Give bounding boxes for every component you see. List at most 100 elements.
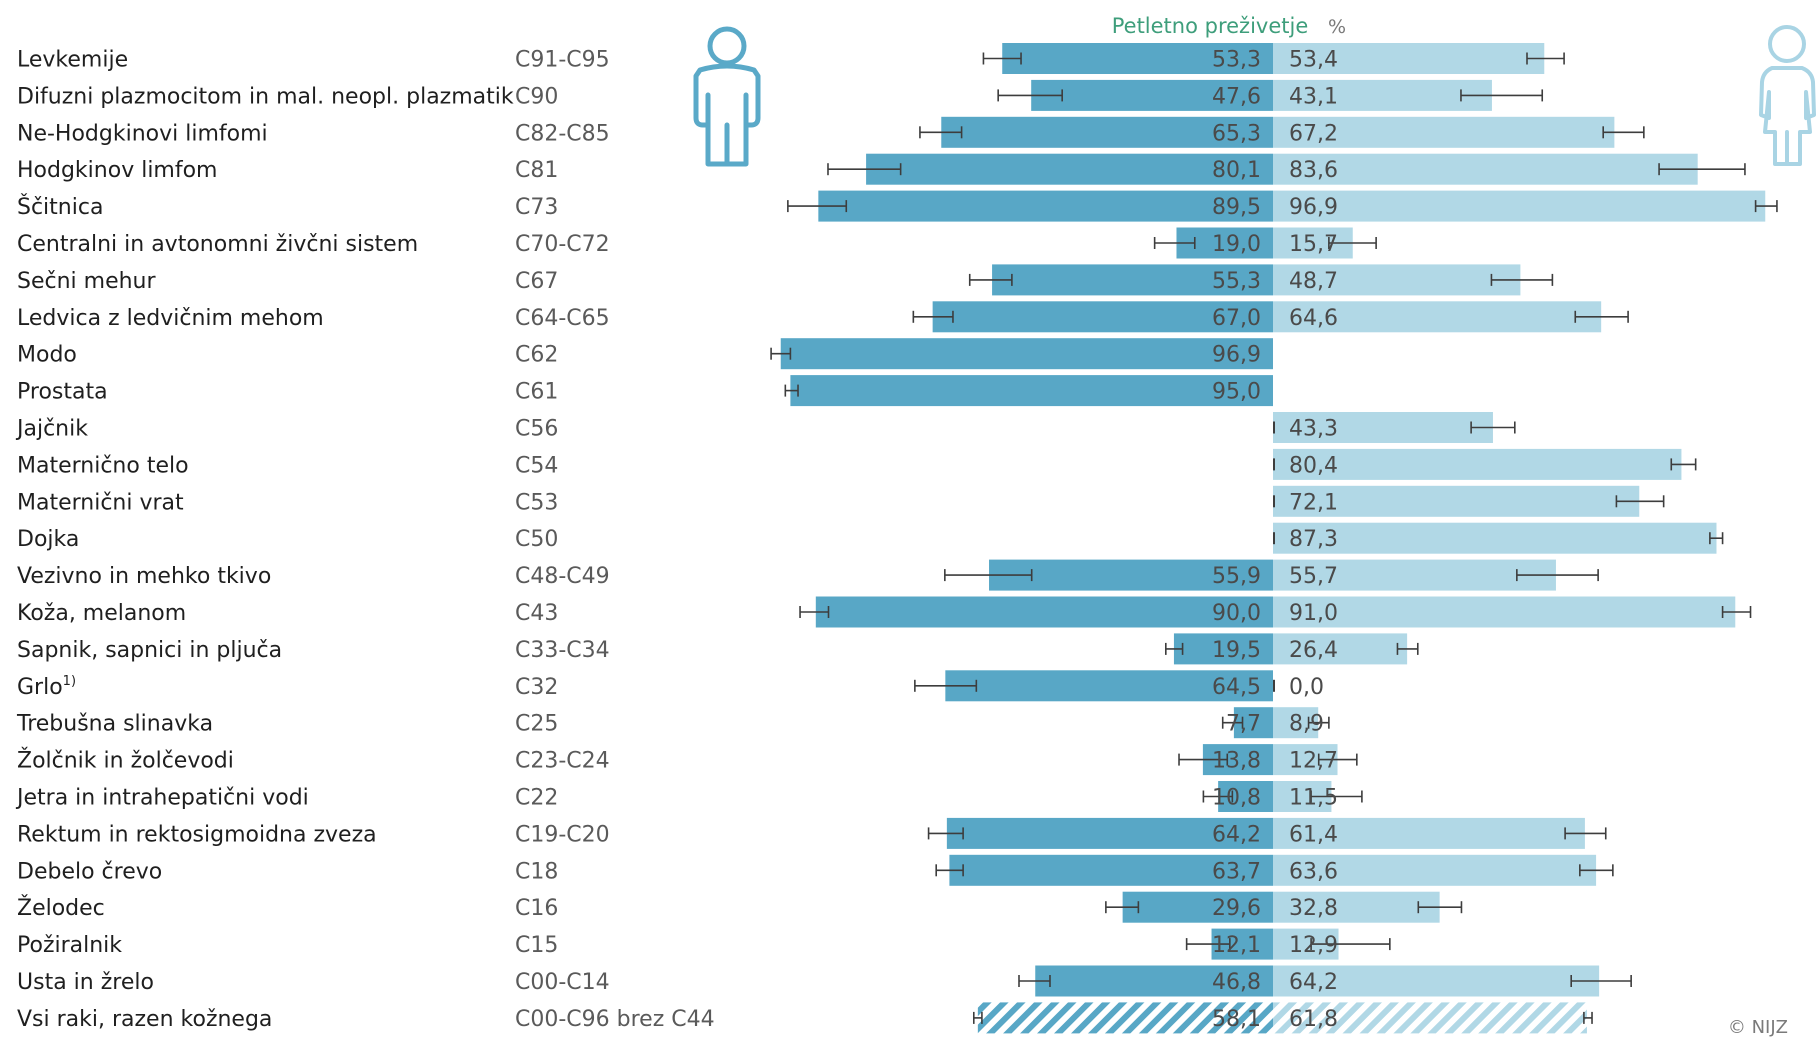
row-label: Požiralnik [17, 933, 122, 958]
female-bar [1273, 559, 1556, 591]
male-value-label: 12,1 [1212, 933, 1261, 958]
female-value-label: 11,5 [1289, 786, 1338, 811]
female-bar [1273, 190, 1766, 222]
female-bar [1273, 965, 1600, 997]
female-bar [1273, 412, 1493, 443]
male-bar [1173, 633, 1273, 665]
male-bar [790, 375, 1273, 407]
row-label: Vsi raki, razen kožnega [17, 1007, 272, 1032]
row-label: Ledvica z ledvičnim mehom [17, 306, 324, 331]
female-bar [1273, 153, 1698, 185]
female-value-label: 8,9 [1289, 712, 1324, 737]
female-bar [1273, 891, 1440, 923]
female-value-label: 26,4 [1289, 638, 1338, 663]
female-value-label: 91,0 [1289, 601, 1338, 626]
female-error-bar [1396, 642, 1419, 655]
male-value-label: 10,8 [1212, 786, 1261, 811]
row-code: C32 [515, 675, 558, 700]
female-bar [1273, 301, 1602, 333]
row-code: C70-C72 [515, 232, 610, 257]
female-error-bar [1574, 310, 1629, 323]
female-value-label: 0,0 [1289, 675, 1324, 700]
female-value-label: 67,2 [1289, 121, 1338, 146]
female-error-bar [1709, 532, 1724, 545]
female-value-label: 83,6 [1289, 158, 1338, 183]
male-error-bar [784, 384, 799, 397]
male-error-bar [1153, 237, 1196, 249]
male-bar [932, 301, 1273, 333]
row-label: Ne-Hodgkinovi limfomi [17, 121, 268, 146]
row-code: C43 [515, 601, 558, 626]
female-value-label: 72,1 [1289, 490, 1338, 515]
male-value-label: 29,6 [1212, 896, 1261, 921]
male-error-bar [944, 569, 1033, 582]
female-value-label: 15,7 [1289, 232, 1338, 257]
male-bar [1031, 79, 1273, 111]
male-value-label: 89,5 [1212, 195, 1261, 220]
female-error-bar [1721, 606, 1752, 618]
female-error-bar [1470, 421, 1516, 434]
male-bar [949, 854, 1273, 886]
male-bar [818, 190, 1273, 222]
female-value-label: 96,9 [1289, 195, 1338, 220]
row-code: C67 [515, 269, 558, 294]
female-bar [1273, 43, 1545, 74]
female-value-label: 87,3 [1289, 527, 1338, 552]
female-bar [1273, 448, 1682, 480]
female-bar [1273, 854, 1597, 886]
male-bar [780, 338, 1273, 370]
female-bar [1273, 633, 1408, 665]
row-code: C00-C96 brez C44 [515, 1007, 715, 1032]
row-label: Vezivno in mehko tkivo [17, 564, 271, 589]
male-value-label: 96,9 [1212, 343, 1261, 368]
row-label: Levkemije [17, 48, 128, 73]
row-code: C53 [515, 490, 558, 515]
female-value-label: 55,7 [1289, 564, 1338, 589]
male-bar [1035, 965, 1273, 997]
male-bar [941, 116, 1273, 148]
row-code: C82-C85 [515, 121, 610, 146]
male-value-label: 67,0 [1212, 306, 1261, 331]
row-code: C62 [515, 343, 558, 368]
row-label: Modo [17, 343, 77, 368]
female-error-bar [1310, 790, 1363, 803]
female-value-label: 43,3 [1289, 417, 1338, 442]
female-value-label: 61,8 [1289, 1007, 1338, 1032]
male-error-bar [1105, 901, 1140, 914]
female-value-label: 61,4 [1289, 822, 1338, 847]
row-code: C00-C14 [515, 970, 610, 995]
row-label: Difuzni plazmocitom in mal. neopl. plazm… [17, 84, 514, 109]
female-error-bar [1670, 458, 1697, 471]
female-bar [1273, 485, 1640, 517]
female-error-bar [1579, 864, 1614, 877]
row-code: C81 [515, 158, 558, 183]
row-label: Trebušna slinavka [16, 712, 213, 737]
female-error-bar [1564, 827, 1607, 840]
female-error-bar [1526, 52, 1565, 65]
male-error-bar [982, 52, 1022, 65]
female-bar [1273, 79, 1492, 111]
female-error-bar [1490, 273, 1554, 286]
female-value-label: 12,7 [1289, 749, 1338, 774]
female-bar [1273, 264, 1521, 296]
female-bar [1273, 596, 1736, 628]
row-label: Prostata [17, 380, 108, 405]
male-error-bar [1178, 753, 1229, 766]
row-code: C56 [515, 417, 558, 442]
female-value-label: 64,6 [1289, 306, 1338, 331]
male-value-label: 55,3 [1212, 269, 1261, 294]
male-error-bar [912, 310, 954, 323]
male-value-label: 64,5 [1212, 675, 1261, 700]
male-value-label: 7,7 [1226, 712, 1261, 737]
male-error-bar [1202, 790, 1234, 803]
female-person-icon [1759, 25, 1816, 166]
row-label: Ščitnica [17, 194, 103, 220]
row-code: C61 [515, 380, 558, 405]
female-error-bar [1307, 716, 1330, 729]
male-value-label: 53,3 [1212, 48, 1261, 73]
male-person-icon [693, 26, 761, 167]
female-value-label: 48,7 [1289, 269, 1338, 294]
row-code: C91-C95 [515, 48, 610, 73]
female-value-label: 43,1 [1289, 84, 1338, 109]
